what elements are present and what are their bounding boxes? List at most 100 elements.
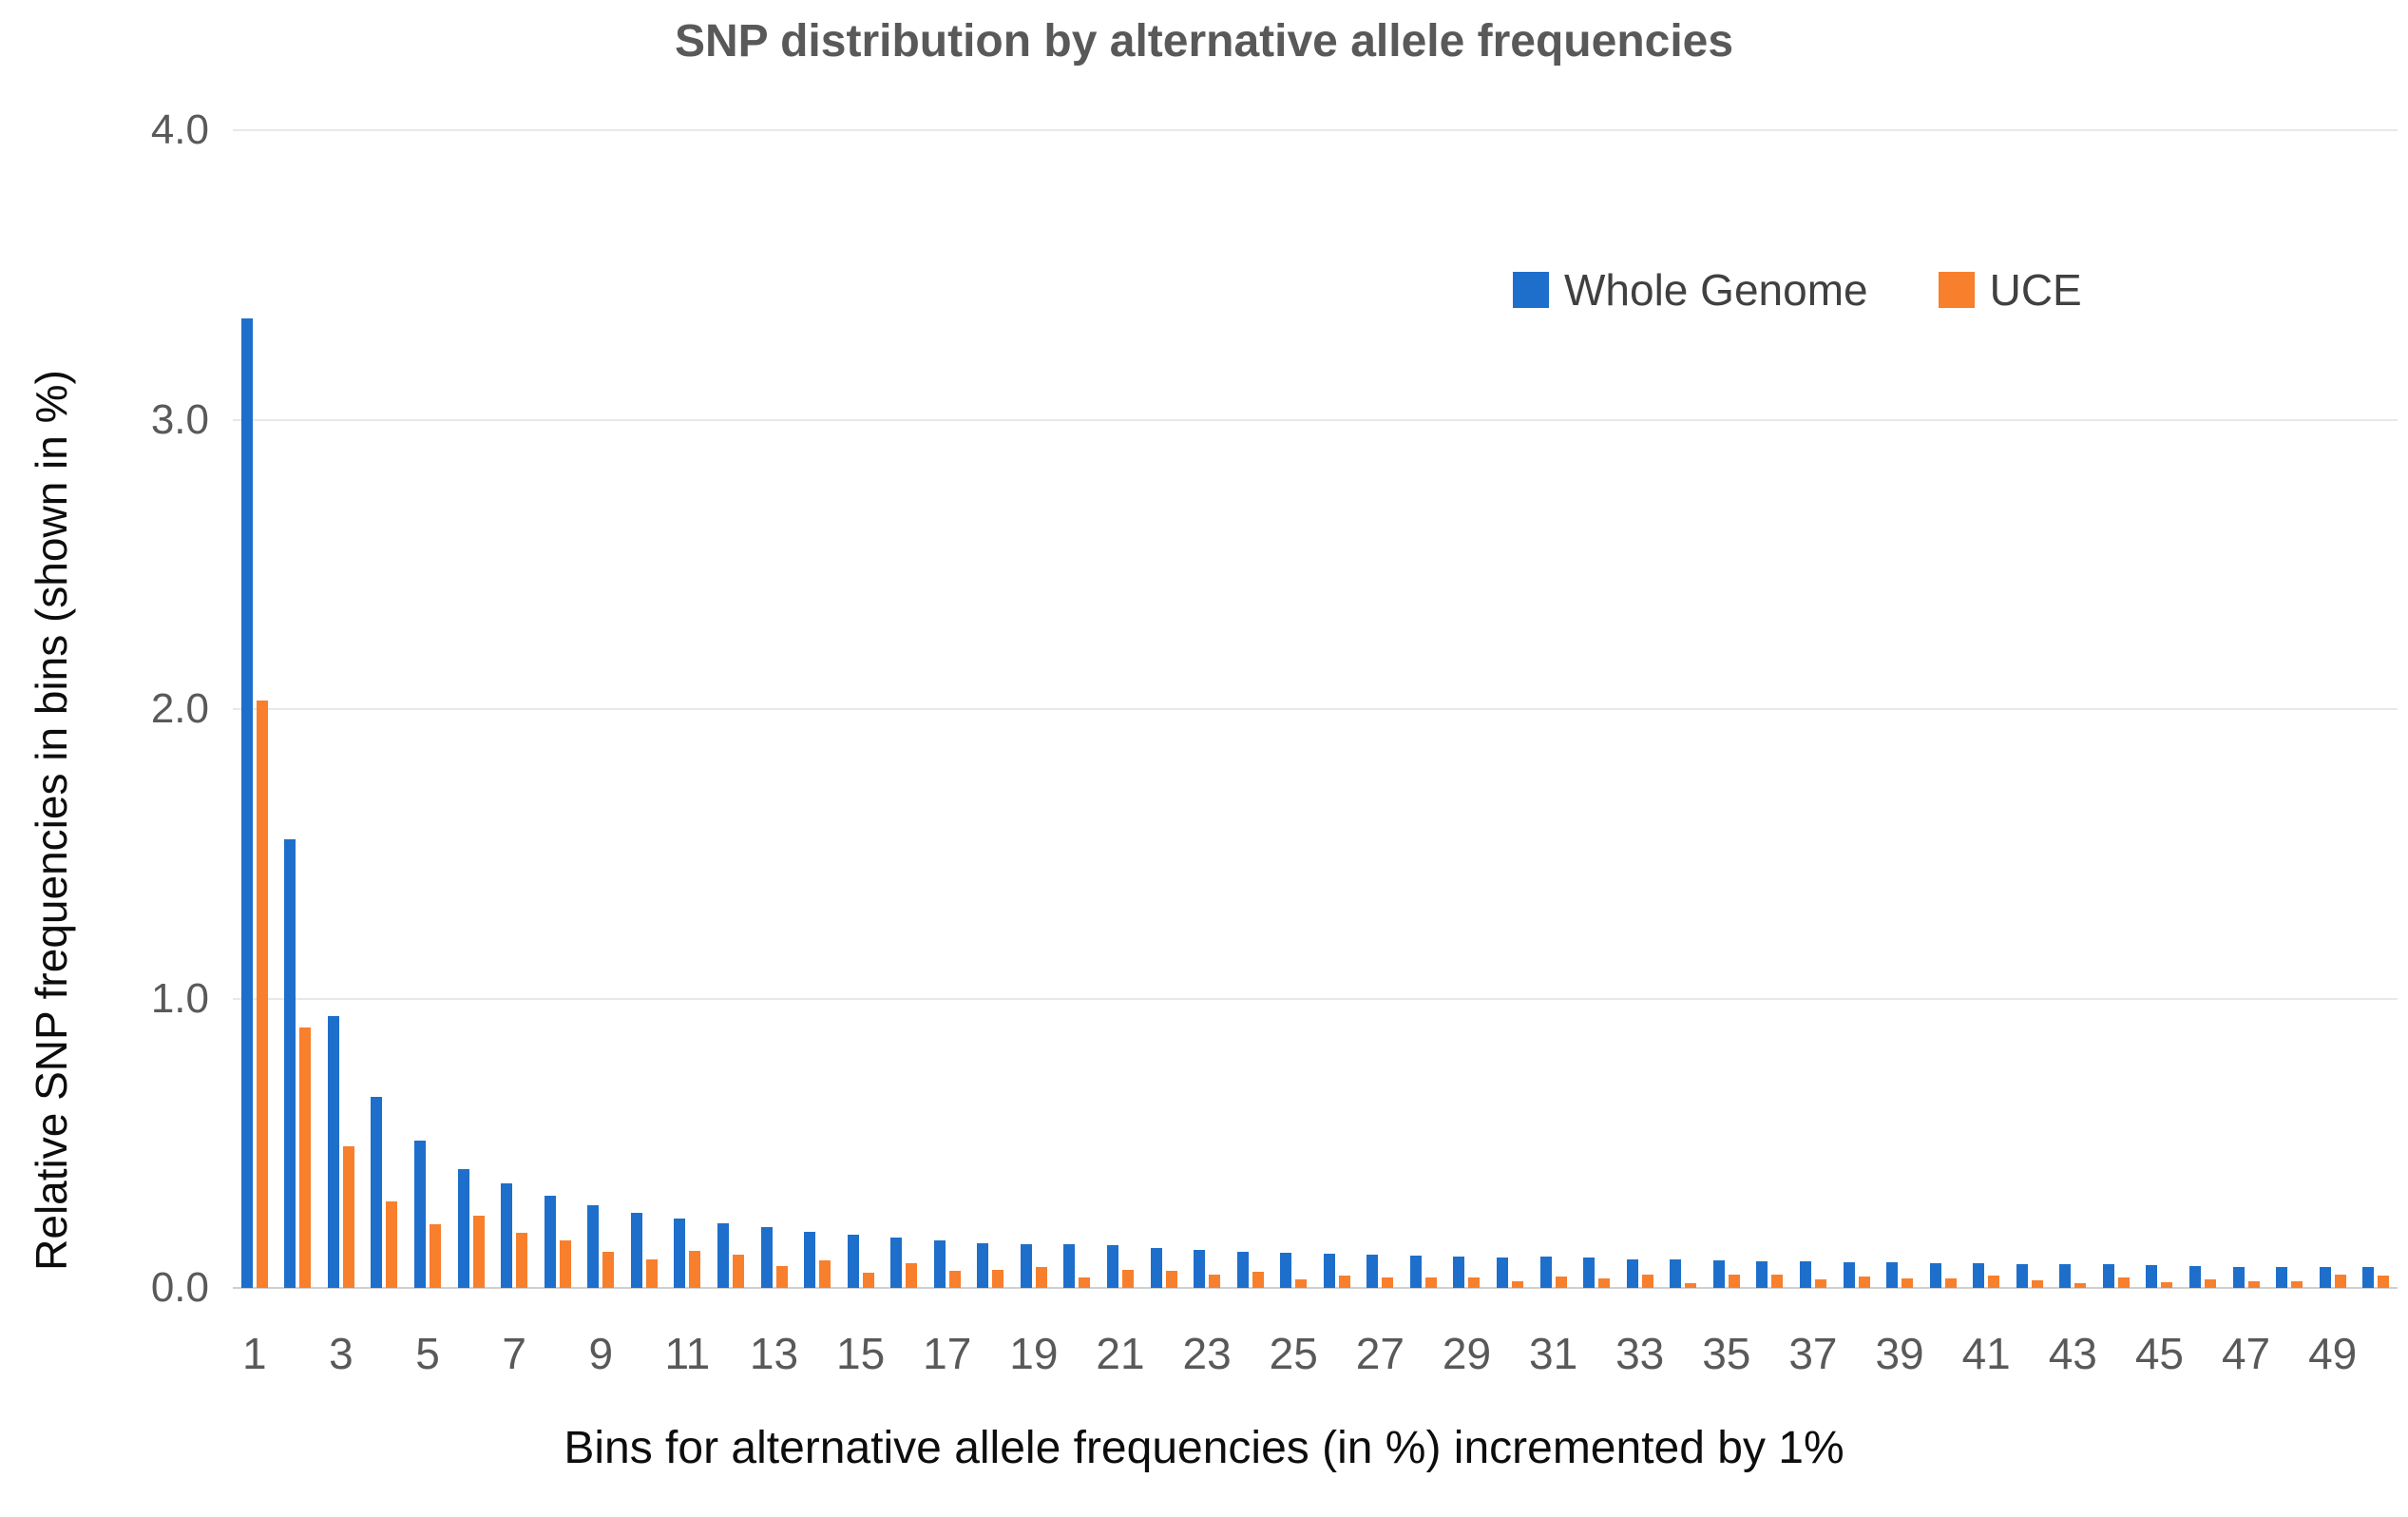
bar-whole-genome-bin24 bbox=[1236, 1251, 1249, 1288]
bar-uce-bin48 bbox=[2291, 1281, 2303, 1288]
legend: Whole Genome UCE bbox=[1513, 264, 2082, 316]
bar-whole-genome-bin5 bbox=[414, 1140, 427, 1288]
bar-uce-bin5 bbox=[430, 1224, 442, 1288]
bar-whole-genome-bin10 bbox=[630, 1212, 642, 1288]
x-tick-label-25: 25 bbox=[1269, 1329, 1318, 1378]
bar-uce-bin3 bbox=[342, 1145, 354, 1288]
bar-uce-bin44 bbox=[2117, 1277, 2130, 1288]
y-axis-title: Relative SNP frequencies in bins (shown … bbox=[27, 370, 76, 1271]
legend-item-whole-genome: Whole Genome bbox=[1513, 264, 1868, 316]
bar-whole-genome-bin21 bbox=[1106, 1245, 1118, 1288]
bar-whole-genome-bin14 bbox=[804, 1231, 816, 1288]
bar-uce-bin4 bbox=[386, 1200, 398, 1288]
bar-whole-genome-bin26 bbox=[1323, 1254, 1335, 1288]
bar-uce-bin12 bbox=[732, 1254, 744, 1288]
bar-whole-genome-bin30 bbox=[1497, 1258, 1509, 1288]
bar-whole-genome-bin46 bbox=[2188, 1265, 2201, 1288]
bar-uce-bin18 bbox=[992, 1269, 1004, 1288]
x-tick-label-5: 5 bbox=[415, 1329, 440, 1378]
legend-label-uce: UCE bbox=[1989, 265, 2082, 315]
x-tick-label-7: 7 bbox=[502, 1329, 526, 1378]
x-tick-label-13: 13 bbox=[749, 1329, 799, 1378]
bar-uce-bin45 bbox=[2161, 1282, 2173, 1288]
legend-item-uce: UCE bbox=[1938, 264, 2082, 316]
bar-uce-bin40 bbox=[1944, 1277, 1957, 1288]
bar-whole-genome-bin43 bbox=[2059, 1264, 2072, 1288]
bar-whole-genome-bin13 bbox=[760, 1227, 773, 1288]
bar-whole-genome-bin3 bbox=[327, 1015, 339, 1288]
x-tick-label-1: 1 bbox=[241, 1329, 267, 1378]
bar-whole-genome-bin50 bbox=[2362, 1267, 2375, 1288]
y-tick-label-4.0: 4.0 bbox=[150, 106, 209, 153]
bar-uce-bin16 bbox=[906, 1263, 918, 1288]
bar-uce-bin9 bbox=[602, 1251, 615, 1288]
bar-uce-bin10 bbox=[645, 1258, 658, 1288]
plot-area bbox=[233, 129, 2398, 1289]
bar-uce-bin19 bbox=[1035, 1267, 1047, 1288]
bar-uce-bin21 bbox=[1121, 1269, 1134, 1288]
x-tick-label-45: 45 bbox=[2134, 1329, 2184, 1378]
bar-uce-bin38 bbox=[1858, 1276, 1870, 1288]
bar-whole-genome-bin4 bbox=[371, 1097, 383, 1288]
bar-uce-bin43 bbox=[2074, 1282, 2087, 1288]
bar-whole-genome-bin17 bbox=[933, 1239, 946, 1288]
y-tick-label-2.0: 2.0 bbox=[150, 685, 209, 732]
x-tick-label-49: 49 bbox=[2308, 1329, 2358, 1378]
bar-whole-genome-bin42 bbox=[2016, 1264, 2028, 1288]
bar-uce-bin26 bbox=[1338, 1275, 1350, 1288]
x-tick-label-11: 11 bbox=[664, 1329, 711, 1378]
bar-whole-genome-bin18 bbox=[977, 1242, 989, 1288]
bar-uce-bin7 bbox=[516, 1233, 528, 1288]
y-tick-label-0.0: 0.0 bbox=[150, 1264, 209, 1311]
bar-whole-genome-bin41 bbox=[1973, 1262, 1985, 1288]
bar-uce-bin41 bbox=[1988, 1276, 2000, 1288]
bar-whole-genome-bin31 bbox=[1539, 1257, 1552, 1288]
x-tick-label-41: 41 bbox=[1961, 1329, 2011, 1378]
bar-whole-genome-bin7 bbox=[501, 1183, 513, 1288]
x-tick-label-3: 3 bbox=[329, 1329, 354, 1378]
x-tick-label-27: 27 bbox=[1355, 1329, 1405, 1378]
bar-whole-genome-bin20 bbox=[1063, 1244, 1076, 1288]
bar-uce-bin6 bbox=[472, 1215, 485, 1288]
bar-whole-genome-bin29 bbox=[1453, 1257, 1465, 1288]
bar-whole-genome-bin37 bbox=[1799, 1261, 1811, 1288]
bar-uce-bin47 bbox=[2247, 1281, 2260, 1288]
bar-whole-genome-bin47 bbox=[2232, 1266, 2245, 1288]
bar-whole-genome-bin27 bbox=[1366, 1254, 1379, 1288]
bar-whole-genome-bin45 bbox=[2146, 1265, 2158, 1288]
bar-uce-bin49 bbox=[2334, 1275, 2346, 1288]
bar-uce-bin39 bbox=[1902, 1278, 1914, 1288]
bar-whole-genome-bin36 bbox=[1756, 1260, 1768, 1288]
x-tick-label-21: 21 bbox=[1096, 1329, 1145, 1378]
bar-uce-bin29 bbox=[1468, 1277, 1481, 1288]
bar-whole-genome-bin22 bbox=[1150, 1247, 1162, 1288]
bar-whole-genome-bin16 bbox=[890, 1237, 903, 1288]
bar-uce-bin42 bbox=[2031, 1280, 2043, 1288]
bar-uce-bin25 bbox=[1295, 1278, 1308, 1288]
bar-uce-bin8 bbox=[559, 1239, 571, 1288]
bar-whole-genome-bin1 bbox=[240, 317, 253, 1288]
x-tick-label-43: 43 bbox=[2048, 1329, 2097, 1378]
bar-whole-genome-bin39 bbox=[1886, 1262, 1899, 1288]
bar-whole-genome-bin12 bbox=[717, 1222, 729, 1288]
bar-uce-bin17 bbox=[948, 1270, 961, 1288]
gridline-y4 bbox=[233, 129, 2398, 131]
bar-whole-genome-bin28 bbox=[1409, 1255, 1422, 1288]
bar-uce-bin30 bbox=[1512, 1280, 1524, 1288]
x-tick-label-23: 23 bbox=[1182, 1329, 1232, 1378]
bar-uce-bin37 bbox=[1814, 1279, 1826, 1288]
bar-uce-bin33 bbox=[1641, 1274, 1653, 1288]
bar-whole-genome-bin32 bbox=[1583, 1258, 1596, 1288]
bar-uce-bin31 bbox=[1555, 1277, 1567, 1288]
bar-uce-bin32 bbox=[1598, 1277, 1611, 1288]
bar-uce-bin50 bbox=[2378, 1276, 2390, 1288]
bar-uce-bin20 bbox=[1079, 1277, 1091, 1288]
x-axis-line bbox=[233, 1287, 2398, 1289]
y-tick-label-1.0: 1.0 bbox=[150, 974, 209, 1022]
x-tick-label-47: 47 bbox=[2221, 1329, 2271, 1378]
bar-uce-bin24 bbox=[1252, 1272, 1264, 1288]
x-tick-label-37: 37 bbox=[1788, 1329, 1838, 1378]
bar-whole-genome-bin49 bbox=[2319, 1267, 2331, 1288]
chart-title: SNP distribution by alternative allele f… bbox=[674, 16, 1734, 67]
bar-whole-genome-bin8 bbox=[544, 1195, 556, 1288]
